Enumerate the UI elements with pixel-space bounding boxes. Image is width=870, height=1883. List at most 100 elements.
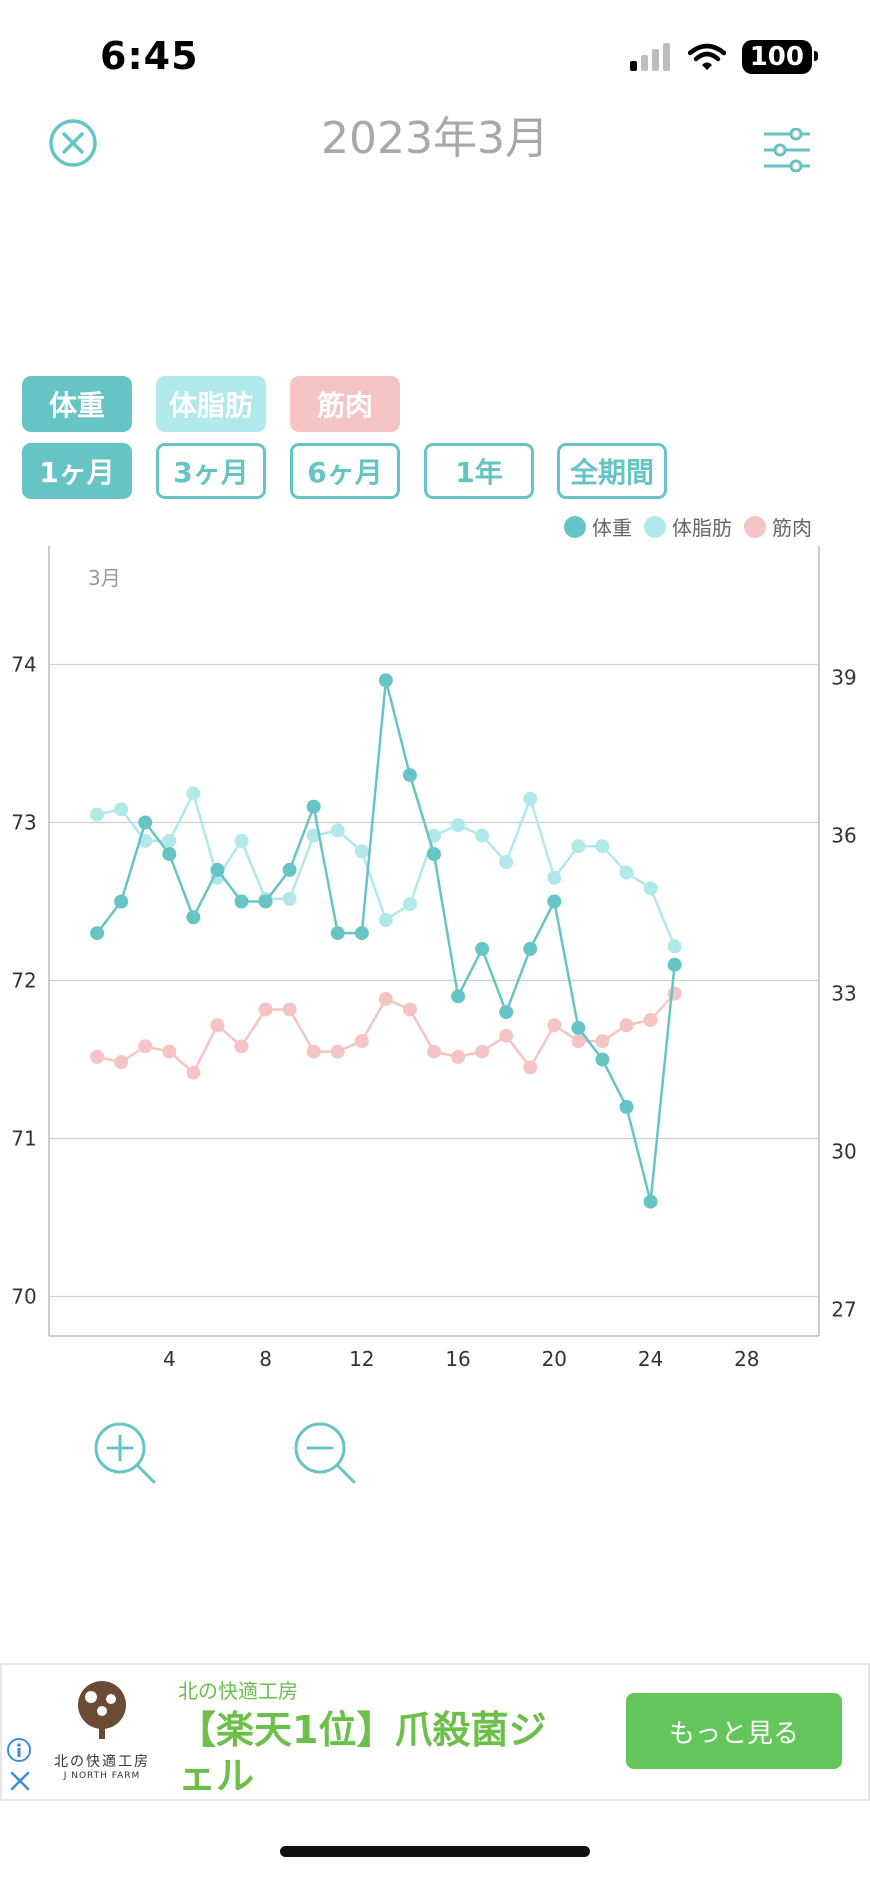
period-6-months[interactable]: 6ヶ月 [290, 443, 400, 499]
period-all[interactable]: 全期間 [557, 443, 667, 499]
data-point [595, 1052, 610, 1067]
status-time: 6:45 [100, 34, 199, 78]
legend-label-muscle: 筋肉 [772, 516, 812, 540]
data-point [643, 1013, 658, 1027]
data-point [667, 939, 682, 954]
data-point [523, 791, 538, 806]
x-tick-label: 16 [445, 1347, 470, 1371]
chip-body-fat[interactable]: 体脂肪 [156, 376, 266, 432]
series-line [96, 679, 676, 1203]
settings-sliders-icon[interactable] [762, 128, 812, 172]
y-left-tick-label: 73 [11, 811, 36, 835]
x-tick-label: 24 [638, 1347, 663, 1371]
data-point [427, 1044, 441, 1059]
line-chart[interactable]: 3月 70 71 72 73 74 27 30 33 36 39 4 8 12 16 20 24 28 [0, 540, 870, 1380]
data-point [186, 910, 201, 925]
y-left-tick-label: 70 [11, 1285, 36, 1309]
data-point [547, 870, 562, 885]
period-6-months-label: 6ヶ月 [307, 456, 383, 489]
x-tick-label: 8 [259, 1347, 272, 1371]
data-point [667, 986, 682, 1001]
period-3-months[interactable]: 3ヶ月 [156, 443, 266, 499]
battery-indicator: 100 [741, 40, 819, 74]
data-point [595, 839, 610, 854]
chip-muscle-label: 筋肉 [316, 389, 373, 422]
x-tick-label: 4 [163, 1347, 176, 1371]
data-point [523, 941, 538, 956]
data-point [162, 1044, 177, 1059]
period-1-year[interactable]: 1年 [424, 443, 534, 499]
info-icon[interactable] [6, 1737, 32, 1763]
close-icon[interactable] [48, 118, 98, 168]
data-point [258, 1002, 273, 1017]
chip-body-fat-label: 体脂肪 [168, 389, 253, 422]
data-point [451, 818, 466, 833]
legend-item-body-fat: 体脂肪 [644, 512, 732, 541]
data-point [90, 926, 105, 941]
data-point [282, 1002, 297, 1017]
data-point [571, 839, 586, 854]
data-point [523, 1060, 538, 1075]
wifi-icon [687, 43, 726, 70]
data-point [330, 823, 345, 838]
zoom-out-icon[interactable] [290, 1418, 366, 1494]
data-point [234, 833, 249, 848]
data-point [547, 1018, 562, 1033]
data-point [210, 862, 225, 877]
legend-item-muscle: 筋肉 [744, 512, 812, 541]
legend-dot-muscle [744, 515, 766, 538]
data-point [378, 991, 393, 1006]
data-point [306, 828, 321, 843]
ad-banner[interactable]: 北の快適工房 J NORTH FARM 北の快適工房 【楽天1位】爪殺菌ジェル … [0, 1663, 870, 1801]
page-title: 2023年3月 [321, 113, 549, 164]
period-1-month[interactable]: 1ヶ月 [22, 443, 132, 499]
data-point [162, 833, 177, 848]
legend-item-weight: 体重 [564, 512, 632, 541]
data-point [571, 1020, 586, 1035]
data-point [138, 1039, 153, 1054]
ad-cta-button[interactable]: もっと見る [626, 1693, 842, 1769]
data-point [306, 1044, 321, 1059]
data-point [643, 881, 658, 896]
data-point [619, 1018, 634, 1033]
data-point [475, 941, 490, 956]
data-point [499, 1028, 514, 1043]
data-point [354, 1034, 369, 1049]
data-point [114, 894, 129, 909]
data-point [571, 1034, 586, 1049]
y-right-tick-label: 33 [831, 982, 856, 1006]
tree-logo-icon [78, 1681, 126, 1739]
chip-weight-label: 体重 [48, 389, 105, 422]
data-point [354, 844, 369, 859]
period-all-label: 全期間 [569, 456, 654, 489]
ad-close-icon[interactable] [8, 1769, 32, 1793]
ad-brand-en: J NORTH FARM [63, 1771, 141, 1781]
data-point [330, 1044, 345, 1059]
data-point [378, 673, 393, 688]
data-point [451, 989, 466, 1004]
zoom-in-icon[interactable] [90, 1418, 166, 1494]
period-3-months-label: 3ヶ月 [173, 456, 249, 489]
x-tick-label: 12 [349, 1347, 374, 1371]
y-right-tick-label: 39 [831, 666, 856, 690]
data-point [475, 1044, 490, 1059]
data-point [186, 786, 201, 801]
data-point [619, 865, 634, 880]
cellular-signal-icon [629, 43, 670, 71]
data-point [643, 1194, 658, 1209]
data-point [138, 815, 153, 830]
period-1-month-label: 1ヶ月 [39, 456, 115, 489]
chip-weight[interactable]: 体重 [22, 376, 132, 432]
home-indicator [280, 1846, 590, 1857]
data-point [499, 855, 514, 869]
data-point [667, 957, 682, 972]
data-point [595, 1034, 610, 1049]
y-right-tick-label: 36 [831, 824, 856, 848]
data-point [258, 894, 273, 909]
legend-dot-body-fat [644, 515, 666, 538]
chip-muscle[interactable]: 筋肉 [290, 376, 400, 432]
chart-month-label: 3月 [88, 566, 121, 590]
data-point [90, 1049, 105, 1064]
data-point [475, 828, 490, 843]
status-icons: 100 [628, 40, 819, 74]
